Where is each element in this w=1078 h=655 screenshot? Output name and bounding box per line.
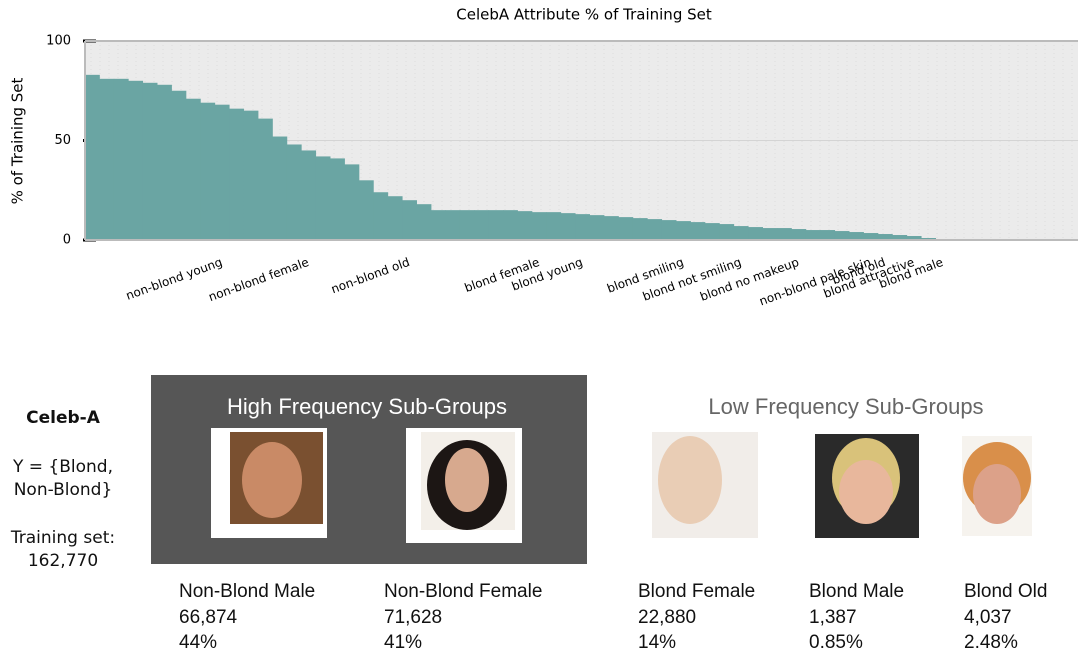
bar — [734, 226, 749, 240]
bar — [373, 192, 388, 240]
bar — [546, 212, 561, 240]
panel-title: Low Frequency Sub-Groups — [708, 394, 983, 419]
bar — [157, 85, 172, 240]
y-tick-label: 100 — [46, 34, 71, 49]
bar — [330, 158, 345, 240]
group-percent: 41% — [384, 632, 422, 653]
group-count: 4,037 — [964, 607, 1012, 628]
bar — [128, 81, 143, 240]
y-tick-label: 0 — [63, 233, 71, 248]
bar — [388, 196, 403, 240]
bar — [820, 230, 835, 240]
bar — [575, 214, 590, 240]
bar — [864, 233, 879, 240]
bar — [777, 228, 792, 240]
group-percent: 14% — [638, 632, 676, 653]
bar — [763, 228, 778, 240]
bar — [503, 210, 518, 240]
bar — [258, 119, 273, 240]
group-count: 22,880 — [638, 607, 696, 628]
bar — [647, 219, 662, 240]
x-tick-label: non-blond old — [329, 255, 411, 296]
bar — [85, 75, 100, 240]
bar — [705, 223, 720, 240]
training-size: Training set: 162,770 — [8, 527, 118, 573]
group-count: 71,628 — [384, 607, 442, 628]
bar — [287, 144, 302, 240]
bar — [719, 224, 734, 240]
bar — [604, 216, 619, 240]
target-definition: Y = {Blond, Non-Blond} — [8, 456, 118, 502]
bar — [489, 210, 504, 240]
bar — [791, 229, 806, 240]
bar — [561, 213, 576, 240]
bar — [244, 111, 259, 240]
group-count: 66,874 — [179, 607, 238, 628]
chart: CelebA Attribute % of Training Set % of … — [0, 0, 1078, 655]
group-name: Blond Old — [964, 581, 1047, 602]
chart-title: CelebA Attribute % of Training Set — [456, 6, 712, 24]
bar — [215, 105, 230, 240]
group-percent: 2.48% — [964, 632, 1018, 653]
bar — [518, 211, 533, 240]
bar — [835, 231, 850, 240]
face-photo — [815, 434, 919, 538]
bar — [691, 222, 706, 240]
dataset-name: Celeb-A — [8, 407, 118, 430]
y-tick-label: 50 — [54, 133, 71, 148]
bar — [172, 91, 187, 240]
bar — [445, 210, 460, 240]
bar — [345, 164, 360, 240]
face-photo — [962, 436, 1032, 536]
panel-title: High Frequency Sub-Groups — [227, 394, 507, 419]
bar — [402, 200, 417, 240]
bar — [431, 210, 446, 240]
bar — [748, 227, 763, 240]
bar — [460, 210, 475, 240]
x-tick-label: non-blond female — [207, 255, 311, 304]
bar — [114, 79, 129, 240]
bar — [474, 210, 489, 240]
y-axis-label: % of Training Set — [9, 77, 27, 204]
page: CelebA Attribute % of Training Set % of … — [0, 0, 1078, 655]
group-name: Blond Female — [638, 581, 755, 602]
bar — [633, 218, 648, 240]
bar — [301, 150, 316, 240]
bar — [143, 83, 158, 240]
bar — [618, 217, 633, 240]
face-photo — [211, 428, 327, 538]
bar — [272, 137, 287, 240]
bar — [99, 79, 114, 240]
group-name: Blond Male — [809, 581, 904, 602]
bar — [200, 103, 215, 240]
face-photo — [406, 428, 522, 543]
group-name: Non-Blond Female — [384, 581, 542, 602]
bar — [186, 99, 201, 240]
bar — [229, 109, 244, 240]
group-percent: 0.85% — [809, 632, 863, 653]
bar — [359, 180, 374, 240]
bar — [316, 156, 331, 240]
bar — [662, 220, 677, 240]
bar — [417, 204, 432, 240]
group-count: 1,387 — [809, 607, 857, 628]
face-photo — [652, 432, 758, 538]
bar — [532, 212, 547, 240]
bar — [849, 232, 864, 240]
group-percent: 44% — [179, 632, 217, 653]
group-name: Non-Blond Male — [179, 581, 315, 602]
bar — [676, 221, 691, 240]
bar — [806, 230, 821, 240]
bar — [590, 215, 605, 240]
